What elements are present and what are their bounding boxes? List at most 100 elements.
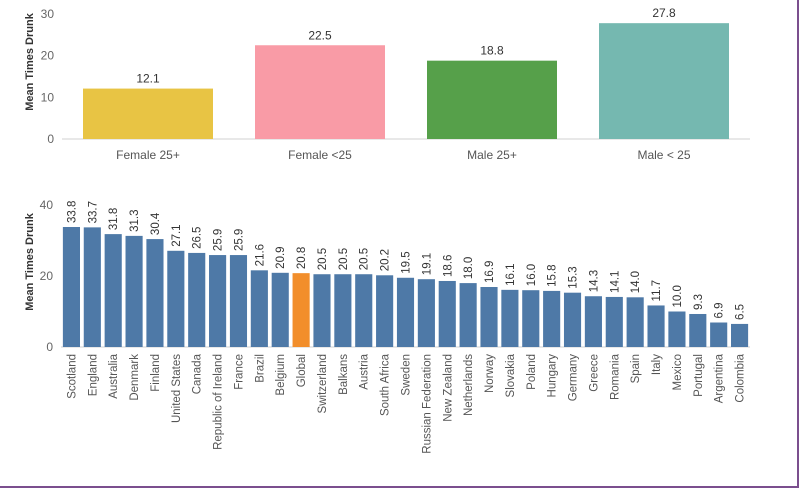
bottom-bar-value-label: 15.8: [547, 265, 559, 287]
bottom-y-tick-label: 40: [40, 198, 54, 212]
bottom-bar-norway: [480, 287, 498, 347]
bottom-bar-value-label: 16.0: [526, 264, 538, 286]
top-bar-chart: Mean Times Drunk 0 10 20 30 12.1 Female 25+ 2…: [24, 6, 750, 162]
bottom-bar-value-label: 14.3: [588, 270, 600, 292]
bottom-bar-switzerland: [313, 274, 331, 347]
bottom-bar-value-label: 33.8: [66, 201, 78, 223]
top-category-label: Female <25: [288, 148, 352, 162]
bottom-bar-germany: [563, 292, 582, 347]
bottom-bar-value-label: 9.3: [693, 294, 705, 310]
top-category-label: Female 25+: [116, 148, 180, 162]
bottom-bar-hungary: [543, 290, 561, 347]
bottom-bar-value-label: 33.7: [87, 201, 99, 223]
bottom-category-label: Argentina: [714, 353, 726, 403]
bottom-bar-value-label: 18.0: [463, 257, 475, 279]
bottom-category-label: Slovakia: [505, 353, 517, 397]
bottom-category-label: Poland: [526, 354, 538, 390]
top-y-axis-title: Mean Times Drunk: [24, 12, 36, 110]
bottom-bar-value-label: 20.5: [338, 248, 350, 270]
bottom-bar-romania: [605, 296, 623, 347]
bottom-bar-republic-of-ireland: [209, 255, 227, 347]
bottom-bar-argentina: [710, 322, 728, 347]
bottom-category-label: South Africa: [380, 353, 392, 416]
bottom-bar-scotland: [62, 227, 80, 347]
top-bar-value-label: 27.8: [652, 6, 676, 20]
top-y-tick-label: 10: [41, 90, 55, 104]
bottom-bar-denmark: [125, 235, 143, 347]
bottom-category-label: Finland: [150, 354, 162, 392]
bottom-category-label: Balkans: [338, 354, 350, 395]
top-bar-value-label: 18.8: [480, 44, 504, 58]
bottom-category-label: Mexico: [672, 354, 684, 390]
bottom-category-label: Canada: [192, 353, 204, 394]
top-y-tick-label: 20: [41, 49, 55, 63]
bottom-category-label: Brazil: [254, 354, 266, 383]
bottom-bar-global: [292, 273, 310, 347]
bottom-category-label: United States: [171, 354, 183, 423]
bottom-bar-chart: Mean Times Drunk 0 20 40 33.8 Scotland 33.7 E…: [24, 198, 750, 454]
bottom-bar-value-label: 6.9: [714, 303, 726, 319]
bottom-bar-italy: [647, 305, 665, 347]
bottom-category-label: Russian Federation: [421, 354, 433, 454]
bottom-bar-slovakia: [501, 289, 519, 347]
bottom-category-label: Denmark: [129, 354, 141, 401]
bottom-y-axis-title: Mean Times Drunk: [24, 212, 36, 310]
bottom-category-label: Switzerland: [317, 354, 329, 413]
bottom-category-label: France: [233, 354, 245, 390]
top-bar-value-label: 12.1: [136, 72, 160, 86]
bottom-bar-value-label: 15.3: [568, 266, 580, 288]
bottom-bar-value-label: 26.5: [192, 227, 204, 249]
bottom-bar-colombia: [731, 323, 749, 347]
bottom-category-label: Netherlands: [463, 354, 475, 416]
bottom-bar-france: [229, 255, 248, 347]
top-y-tick-label: 30: [41, 7, 55, 21]
top-y-tick-label: 0: [47, 132, 54, 146]
bottom-bar-australia: [104, 234, 122, 347]
top-bar-female-25: [255, 45, 385, 139]
bottom-bar-portugal: [689, 313, 707, 347]
bottom-bar-united-states: [167, 250, 185, 347]
bottom-bar-russian-federation: [417, 279, 435, 347]
bottom-category-label: Hungary: [547, 354, 559, 398]
bottom-category-label: Republic of Ireland: [213, 354, 225, 450]
bottom-bar-south-africa: [376, 275, 394, 347]
bottom-bar-england: [83, 227, 101, 347]
bottom-category-label: Colombia: [735, 353, 747, 402]
bottom-bar-value-label: 25.9: [213, 229, 225, 251]
bottom-category-label: Italy: [651, 354, 663, 375]
bottom-bar-belgium: [271, 272, 289, 347]
bottom-category-label: England: [87, 354, 99, 396]
bottom-bars: 33.8 Scotland 33.7 England 31.8 Australia 31.3…: [62, 201, 749, 454]
bottom-bar-brazil: [250, 270, 268, 347]
bottom-bar-value-label: 19.1: [421, 253, 433, 275]
bottom-bar-value-label: 20.9: [275, 246, 287, 268]
bottom-category-label: Germany: [568, 354, 580, 402]
bottom-bar-balkans: [334, 274, 352, 347]
bottom-bar-value-label: 11.7: [651, 280, 663, 302]
bottom-bar-value-label: 31.3: [129, 209, 141, 231]
bottom-bar-value-label: 10.0: [672, 285, 684, 307]
bottom-bar-poland: [522, 290, 540, 347]
bottom-bar-value-label: 20.2: [380, 249, 392, 271]
bottom-bar-value-label: 27.1: [171, 224, 183, 246]
bottom-bar-netherlands: [459, 283, 477, 347]
bottom-bar-value-label: 20.5: [359, 248, 371, 270]
bottom-category-label: Romania: [609, 353, 621, 400]
bottom-category-label: Norway: [484, 354, 496, 393]
bottom-bar-value-label: 16.1: [505, 263, 517, 285]
bottom-bar-value-label: 19.5: [401, 251, 413, 273]
bottom-bar-value-label: 14.0: [630, 271, 642, 293]
bottom-category-label: Sweden: [401, 354, 413, 396]
bottom-category-label: Portugal: [693, 354, 705, 397]
top-bar-male-25: [427, 60, 557, 139]
bottom-bar-value-label: 18.6: [442, 255, 454, 277]
bottom-category-label: Austria: [359, 353, 371, 389]
bottom-bar-value-label: 31.8: [108, 208, 120, 230]
top-bars: 12.1 Female 25+ 22.5 Female <25 18.8 Male 25+…: [83, 6, 729, 162]
bottom-category-label: Scotland: [66, 354, 78, 399]
bottom-bar-canada: [188, 252, 206, 347]
bottom-y-tick-label: 0: [46, 340, 53, 354]
bottom-bar-greece: [584, 296, 602, 347]
bottom-category-label: Greece: [588, 354, 600, 392]
bottom-bar-value-label: 25.9: [233, 229, 245, 251]
